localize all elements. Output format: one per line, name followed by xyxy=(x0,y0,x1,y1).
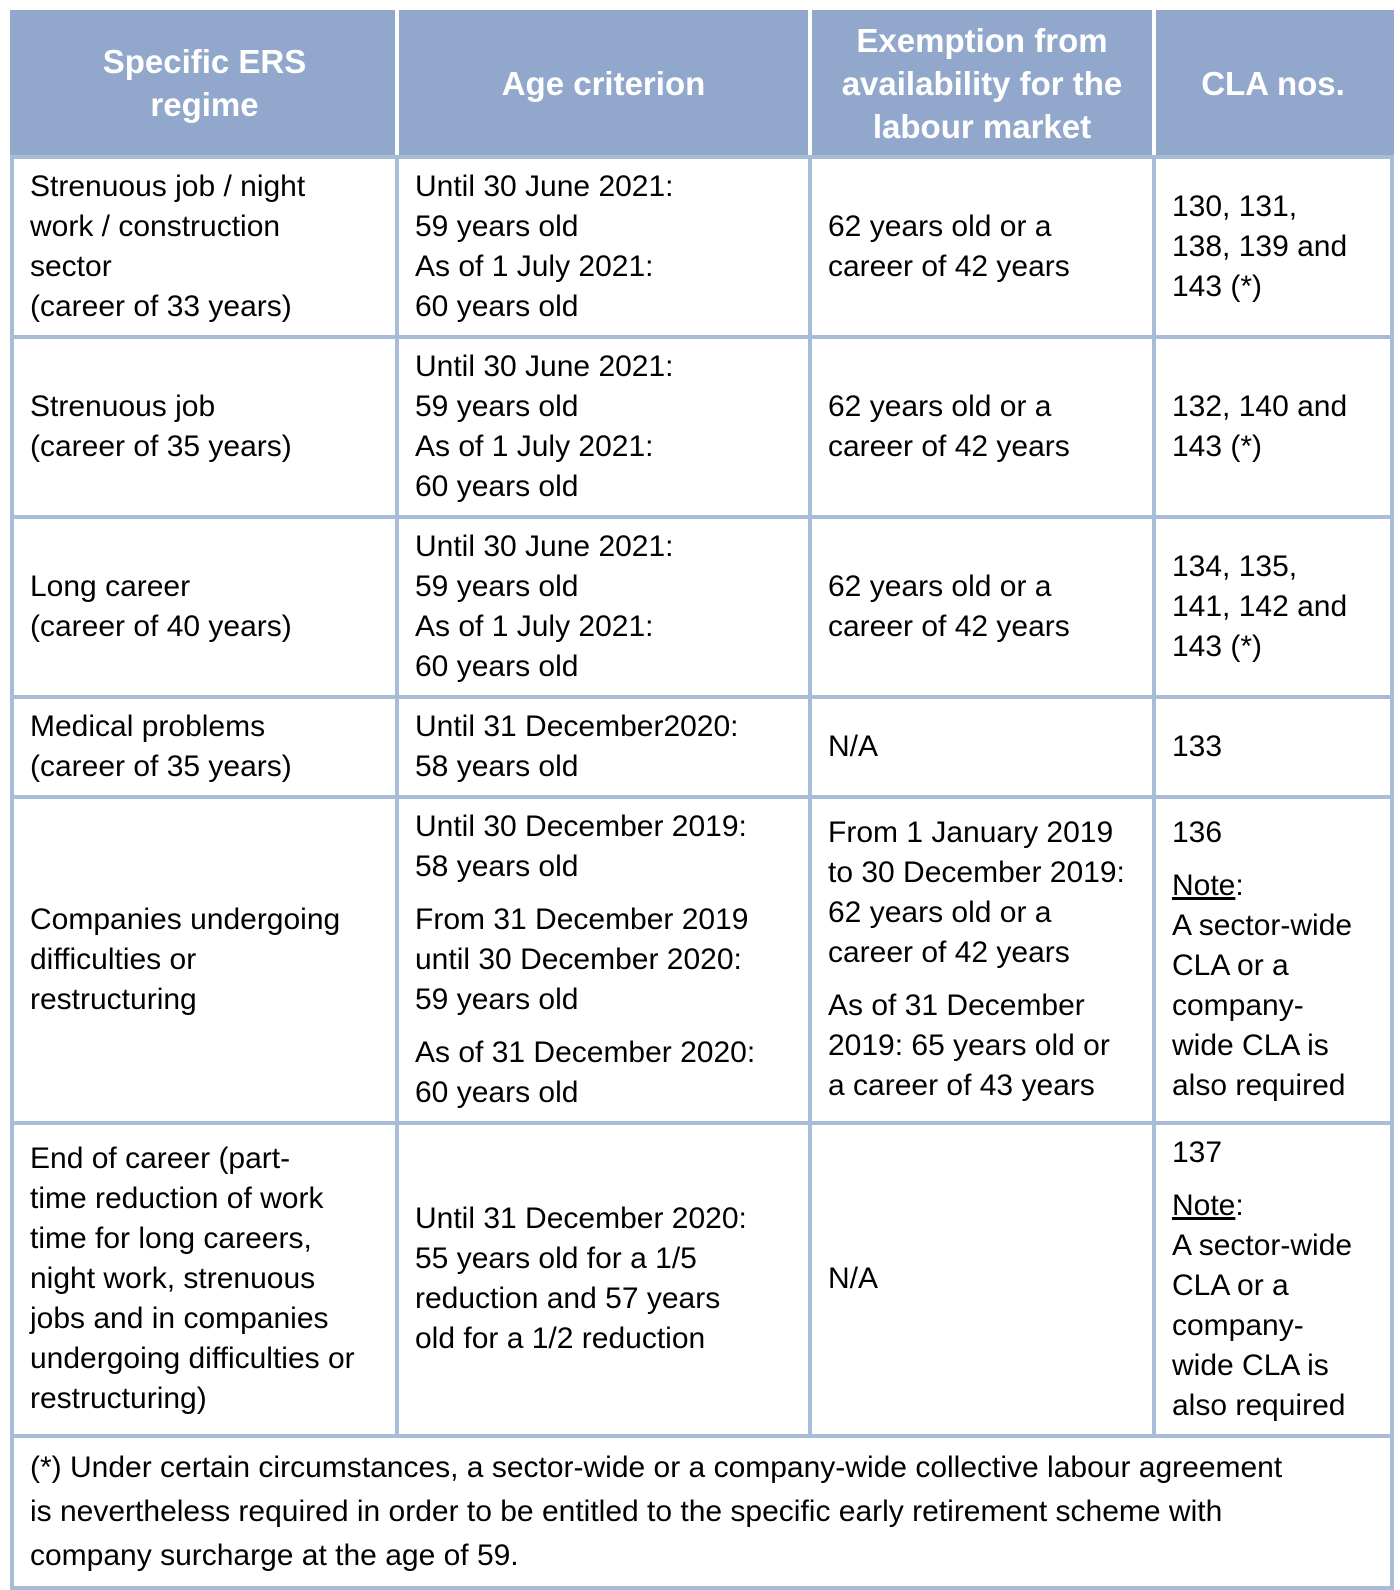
cell-age: Until 31 December2020: 58 years old xyxy=(395,694,812,799)
paragraph: As of 31 December 2019: 65 years old or … xyxy=(828,989,1110,1103)
header-cell-specific-ers-regime: Specific ERS regime xyxy=(10,10,399,159)
table-row: Strenuous job / night work / constructio… xyxy=(10,154,1394,339)
table-row: Companies undergoing difficulties or res… xyxy=(10,794,1394,1125)
paragraph: Strenuous job (career of 35 years) xyxy=(30,389,292,463)
note-label: Note xyxy=(1172,1188,1236,1222)
paragraph: 133 xyxy=(1172,729,1223,763)
cell-regime: Medical problems (career of 35 years) xyxy=(10,694,399,799)
paragraph: End of career (part- time reduction of w… xyxy=(30,1142,355,1416)
cell-cla: 133 xyxy=(1152,694,1394,799)
paragraph: Strenuous job / night work / constructio… xyxy=(30,169,306,323)
footnote-row: (*) Under certain circumstances, a secto… xyxy=(10,1433,1394,1590)
paragraph: Until 30 December 2019: 58 years old xyxy=(415,809,747,883)
table-header: Specific ERS regime Age criterion Exemptio… xyxy=(10,10,1394,159)
header-cell-cla-nos: CLA nos. xyxy=(1152,10,1394,159)
paragraph: 130, 131, 138, 139 and 143 (*) xyxy=(1172,189,1348,303)
paragraph: N/A xyxy=(828,729,879,763)
paragraph: 137 xyxy=(1172,1135,1223,1169)
cell-regime: Strenuous job (career of 35 years) xyxy=(10,334,399,519)
paragraph: N/A xyxy=(828,1262,879,1296)
cell-age: Until 31 December 2020: 55 years old for… xyxy=(395,1120,812,1438)
paragraph: Medical problems (career of 35 years) xyxy=(30,709,292,783)
paragraph: Until 30 June 2021: 59 years old As of 1… xyxy=(415,169,674,323)
paragraph: Until 30 June 2021: 59 years old As of 1… xyxy=(415,349,674,503)
table-row: End of career (part- time reduction of w… xyxy=(10,1120,1394,1438)
paragraph: Until 31 December 2020: 55 years old for… xyxy=(415,1202,747,1356)
paragraph: Long career (career of 40 years) xyxy=(30,569,292,643)
paragraph: From 1 January 2019 to 30 December 2019:… xyxy=(828,816,1125,970)
cell-exemption: From 1 January 2019 to 30 December 2019:… xyxy=(808,794,1156,1125)
paragraph: Companies undergoing difficulties or res… xyxy=(30,902,341,1016)
paragraph: Note: A sector-wide CLA or a company- wi… xyxy=(1172,1186,1374,1426)
note-label: Note xyxy=(1172,869,1236,903)
header-row: Specific ERS regime Age criterion Exemptio… xyxy=(10,10,1394,159)
cell-cla: 130, 131, 138, 139 and 143 (*) xyxy=(1152,154,1394,339)
cell-regime: Companies undergoing difficulties or res… xyxy=(10,794,399,1125)
paragraph: Until 31 December2020: 58 years old xyxy=(415,709,739,783)
paragraph: 62 years old or a career of 42 years xyxy=(828,389,1070,463)
paragraph: 62 years old or a career of 42 years xyxy=(828,209,1070,283)
cell-regime: Strenuous job / night work / constructio… xyxy=(10,154,399,339)
cell-age: Until 30 December 2019: 58 years old From… xyxy=(395,794,812,1125)
paragraph: As of 31 December 2020: 60 years old xyxy=(415,1035,756,1109)
paragraph: 62 years old or a career of 42 years xyxy=(828,569,1070,643)
cell-age: Until 30 June 2021: 59 years old As of 1… xyxy=(395,514,812,699)
cell-exemption: 62 years old or a career of 42 years xyxy=(808,514,1156,699)
table-row: Strenuous job (career of 35 years) Until … xyxy=(10,334,1394,519)
header-cell-age-criterion: Age criterion xyxy=(395,10,812,159)
table-row: Long career (career of 40 years) Until 30… xyxy=(10,514,1394,699)
paragraph: 134, 135, 141, 142 and 143 (*) xyxy=(1172,549,1348,663)
cell-age: Until 30 June 2021: 59 years old As of 1… xyxy=(395,334,812,519)
table-row: Medical problems (career of 35 years) Unt… xyxy=(10,694,1394,799)
paragraph: 132, 140 and 143 (*) xyxy=(1172,389,1348,463)
footnote: (*) Under certain circumstances, a secto… xyxy=(10,1433,1394,1590)
cell-exemption: N/A xyxy=(808,1120,1156,1438)
cell-regime: End of career (part- time reduction of w… xyxy=(10,1120,399,1438)
paragraph: 136 xyxy=(1172,816,1223,850)
cell-cla: 132, 140 and 143 (*) xyxy=(1152,334,1394,519)
note-text: : A sector-wide CLA or a company- wide C… xyxy=(1172,1188,1353,1422)
ers-regimes-table: Specific ERS regime Age criterion Exemptio… xyxy=(10,10,1394,1590)
cell-age: Until 30 June 2021: 59 years old As of 1… xyxy=(395,154,812,339)
cell-regime: Long career (career of 40 years) xyxy=(10,514,399,699)
cell-cla: 137 Note: A sector-wide CLA or a company-… xyxy=(1152,1120,1394,1438)
cell-cla: 134, 135, 141, 142 and 143 (*) xyxy=(1152,514,1394,699)
paragraph: From 31 December 2019 until 30 December … xyxy=(415,902,749,1016)
cell-exemption: N/A xyxy=(808,694,1156,799)
cell-exemption: 62 years old or a career of 42 years xyxy=(808,334,1156,519)
paragraph: Until 30 June 2021: 59 years old As of 1… xyxy=(415,529,674,683)
cell-exemption: 62 years old or a career of 42 years xyxy=(808,154,1156,339)
paragraph: Note: A sector-wide CLA or a company- wi… xyxy=(1172,866,1374,1106)
header-cell-exemption-availability: Exemption from availability for the labo… xyxy=(808,10,1156,159)
cell-cla: 136 Note: A sector-wide CLA or a company-… xyxy=(1152,794,1394,1125)
note-text: : A sector-wide CLA or a company- wide C… xyxy=(1172,869,1353,1103)
